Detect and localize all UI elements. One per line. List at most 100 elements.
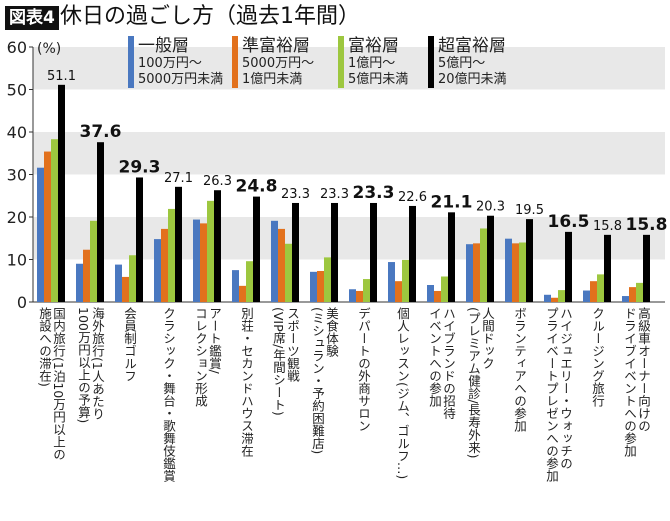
legend-range: 5億円未満 <box>348 72 409 87</box>
legend-name: 一般層 <box>138 36 189 56</box>
bar <box>565 231 572 302</box>
data-label: 23.3 <box>353 183 395 203</box>
bar <box>232 270 239 302</box>
legend-item: 富裕層 1億円〜 5億円未満 <box>338 36 408 88</box>
category-label: 別荘・セカンドハウス滞在 <box>239 307 254 457</box>
bar <box>122 276 129 302</box>
y-tick-label: 10 <box>7 251 27 270</box>
legend-item: 準富裕層 5000万円〜 1億円未満 <box>232 36 314 88</box>
data-label: 29.3 <box>119 157 161 177</box>
legend-range: 1億円〜 <box>348 56 396 71</box>
bar <box>44 151 51 302</box>
bar <box>349 289 356 302</box>
bar <box>154 239 161 302</box>
category-label: 国内旅行(1泊10万円以上の 施設への滞在) <box>37 307 66 461</box>
bar <box>480 228 487 302</box>
grid-band <box>33 132 665 175</box>
figure-number-badge: 図表4 <box>5 6 59 30</box>
bar <box>473 243 480 302</box>
data-label: 21.1 <box>431 192 473 212</box>
bar <box>90 220 97 302</box>
data-label: 16.5 <box>548 212 590 232</box>
legend-range: 5億円〜 <box>438 56 486 71</box>
bar <box>200 223 207 302</box>
y-tick-label: 30 <box>7 166 27 185</box>
bar <box>636 282 643 302</box>
category-label: ハイジュエリー・ウォッチの プライベートプレゼンへの参加 <box>544 307 573 482</box>
legend-name: 準富裕層 <box>242 36 310 56</box>
bar <box>37 167 44 302</box>
y-tick-label: 0 <box>17 293 27 312</box>
bar <box>239 285 246 302</box>
category-label: 人間ドック (プレミアム健診/長寿外来) <box>466 307 495 459</box>
bar <box>643 234 650 302</box>
data-label: 23.3 <box>320 187 349 202</box>
y-tick-label: 40 <box>7 123 27 142</box>
bar <box>168 208 175 302</box>
category-label: ハイブランドの招待 イベントへの参加 <box>427 307 456 420</box>
bar <box>370 202 377 302</box>
legend-range: 20億円未満 <box>438 72 507 87</box>
bar <box>441 276 448 302</box>
bar <box>175 186 182 302</box>
legend-item: 超富裕層 5億円〜 20億円未満 <box>428 36 507 88</box>
legend-range: 5000万円未満 <box>138 72 224 87</box>
y-tick-label: 50 <box>7 81 27 100</box>
bar <box>271 220 278 302</box>
bar <box>590 281 597 302</box>
bar <box>97 142 104 302</box>
data-label: 24.8 <box>236 177 278 197</box>
legend-range: 100万円〜 <box>138 56 202 71</box>
bar <box>115 264 122 302</box>
category-label: デパートの外商サロン <box>356 307 371 432</box>
bar <box>487 215 494 302</box>
bar <box>278 228 285 302</box>
legend-item: 一般層 100万円〜 5000万円未満 <box>128 36 223 88</box>
bar <box>51 139 58 302</box>
bar <box>427 285 434 302</box>
bar <box>526 219 533 302</box>
data-label: 19.5 <box>515 203 544 218</box>
bar <box>363 279 370 302</box>
bar <box>207 200 214 302</box>
data-label: 26.3 <box>203 174 232 189</box>
bar <box>466 244 473 302</box>
bar <box>551 297 558 302</box>
data-label: 27.1 <box>164 171 193 186</box>
bar <box>448 212 455 302</box>
bar <box>214 190 221 302</box>
chart-title: 休日の過ごし方（過去1年間） <box>60 4 360 29</box>
bar <box>246 261 253 302</box>
bar <box>597 274 604 302</box>
data-label: 15.8 <box>593 219 622 234</box>
bar <box>402 259 409 302</box>
y-axis-unit: (%) <box>37 41 61 57</box>
category-label: クラシック・舞台・歌舞伎鑑賞 <box>161 307 176 482</box>
category-label: 個人レッスン(ジム、ゴルフ…) <box>395 307 410 480</box>
legend-name: 超富裕層 <box>438 36 506 56</box>
bar <box>136 177 143 302</box>
data-label: 15.8 <box>626 215 668 235</box>
grid-band <box>33 47 665 90</box>
data-label: 37.6 <box>80 122 122 142</box>
bar <box>505 238 512 302</box>
data-label: 51.1 <box>47 69 76 84</box>
bar <box>395 281 402 302</box>
bar <box>310 271 317 302</box>
bar <box>629 287 636 302</box>
bar <box>512 243 519 302</box>
bar <box>544 294 551 302</box>
bar <box>193 219 200 302</box>
bar <box>331 202 338 302</box>
category-label: 高級車オーナー向けの ドライブイベントへの参加 <box>622 307 651 457</box>
bar <box>285 243 292 302</box>
category-label: 会員制ゴルフ <box>122 307 137 382</box>
bar <box>292 202 299 302</box>
data-label: 22.6 <box>398 190 427 205</box>
bar <box>317 270 324 302</box>
category-label: スポーツ観戦 (VIP席/年間シート) <box>271 307 300 416</box>
legend-range: 5000万円〜 <box>242 56 315 71</box>
legend-name: 富裕層 <box>348 36 399 56</box>
